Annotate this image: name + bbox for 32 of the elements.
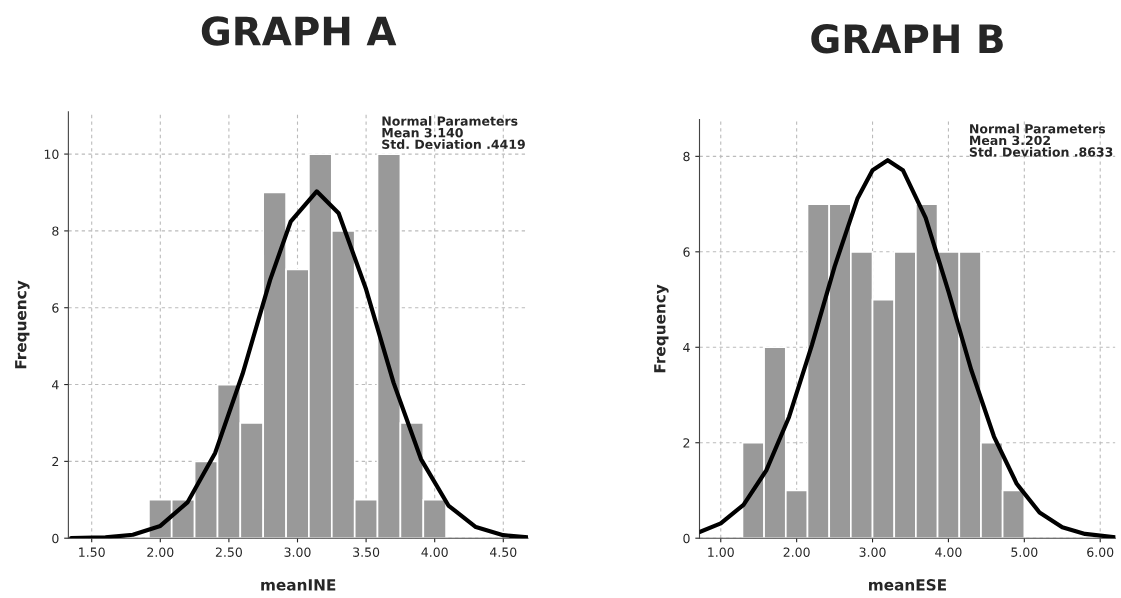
x-tick-label: 2.00	[783, 547, 810, 557]
y-tick-label: 6	[683, 247, 690, 257]
y-tick-label: 0	[683, 533, 690, 544]
x-tick-label: 4.00	[421, 547, 448, 557]
x-tick-label: 2.00	[147, 547, 174, 557]
annotation: Normal Parameters Mean 3.140 Std. Deviation .4419	[382, 116, 525, 150]
y-tick-label: 2	[52, 456, 59, 467]
y-tick-label: 8	[683, 151, 690, 162]
x-tick-label: 1.50	[79, 547, 105, 557]
x-tick-label: 4.50	[489, 547, 517, 557]
x-tick-label: 4.00	[935, 547, 962, 557]
y-tick-label: 0	[52, 533, 59, 544]
x-tick-label: 1.00	[708, 547, 734, 557]
x-axis-title: meanINE	[261, 579, 336, 591]
y-axis-title: Frequency	[15, 280, 30, 369]
x-tick-label: 3.00	[284, 547, 311, 557]
y-tick-label: 4	[52, 380, 59, 390]
x-tick-label: 3.00	[859, 547, 886, 557]
y-axis-title: Frequency	[654, 284, 669, 373]
x-tick-label: 2.50	[215, 547, 242, 557]
x-tick-label: 5.00	[1011, 547, 1038, 557]
chart-title: GRAPH B	[811, 24, 1003, 54]
annotation: Normal Parameters Mean 3.202 Std. Deviation .8633	[969, 123, 1113, 157]
y-tick-label: 4	[683, 342, 690, 353]
x-tick-label: 6.00	[1087, 547, 1114, 557]
y-tick-label: 2	[683, 438, 690, 448]
y-tick-label: 6	[52, 303, 59, 313]
x-axis-title: meanESE	[869, 579, 946, 591]
chart-title: GRAPH A	[201, 16, 397, 46]
x-tick-label: 3.50	[353, 547, 380, 557]
y-tick-label: 8	[52, 226, 59, 236]
y-tick-label: 10	[44, 149, 59, 160]
